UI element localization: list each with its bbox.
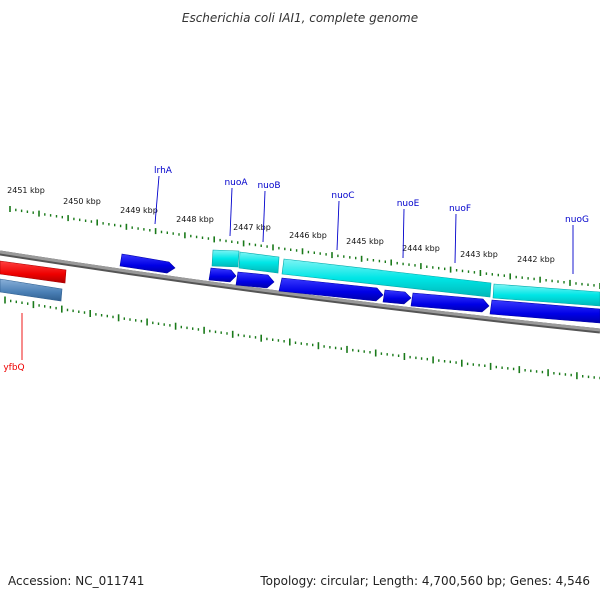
gene-leader-line — [229, 187, 233, 237]
gene-leader-line — [454, 213, 457, 264]
gene-label-lrhA[interactable]: lrhA — [154, 166, 173, 176]
tick-label: 2451 kbp — [7, 186, 45, 195]
gene-red-segment[interactable] — [0, 260, 67, 284]
tick-label: 2445 kbp — [346, 237, 384, 246]
gene-label-nuoA[interactable]: nuoA — [224, 178, 248, 188]
gene-label-nuoG[interactable]: nuoG — [565, 215, 589, 225]
gene-labels: lrhA nuoA nuoB nuoC nuoE nuoF nuoG yfbQ — [3, 166, 589, 373]
tick-label: 2442 kbp — [517, 255, 555, 264]
gene-nuoA-cds[interactable] — [211, 249, 240, 268]
accession-text: Accession: NC_011741 — [8, 574, 144, 588]
tick-label: 2449 kbp — [120, 206, 158, 215]
gene-nuoB[interactable] — [235, 271, 275, 289]
gene-yfbQ[interactable] — [0, 278, 63, 302]
gene-nuoC[interactable] — [278, 277, 384, 302]
gene-label-nuoB[interactable]: nuoB — [257, 181, 280, 191]
gene-nuoC-F-cds[interactable] — [281, 258, 492, 298]
gene-leader-line — [262, 190, 266, 243]
gene-nuoA[interactable] — [208, 267, 237, 283]
summary-text: Topology: circular; Length: 4,700,560 bp… — [259, 574, 590, 588]
gene-label-nuoE[interactable]: nuoE — [397, 199, 420, 209]
tick-label: 2444 kbp — [402, 244, 440, 253]
tick-label: 2450 kbp — [63, 197, 101, 206]
gene-label-nuoC[interactable]: nuoC — [331, 191, 354, 201]
gene-nuoG[interactable] — [489, 299, 600, 324]
gene-leader-line — [154, 175, 160, 225]
gene-lrhA[interactable] — [119, 253, 176, 274]
gene-label-yfbQ[interactable]: yfbQ — [3, 363, 24, 373]
tick-label: 2448 kbp — [176, 215, 214, 224]
gene-nuoE[interactable] — [382, 289, 412, 305]
genome-backbone — [0, 250, 600, 332]
gene-label-nuoF[interactable]: nuoF — [449, 204, 471, 214]
tick-label: 2446 kbp — [289, 231, 327, 240]
gene-nuoB-cds[interactable] — [238, 251, 280, 274]
inner-tick-ring — [4, 296, 600, 380]
tick-labels: 2451 kbp 2450 kbp 2449 kbp 2448 kbp 2447 kbp… — [7, 186, 555, 264]
map-title: Escherichia coli IAI1, complete genome — [182, 11, 418, 25]
gene-nuoG-cds[interactable] — [492, 283, 600, 307]
outer-tick-ring — [9, 206, 600, 289]
gene-leader-line — [336, 200, 340, 251]
gene-nuoF[interactable] — [410, 292, 490, 313]
gene-leader-line — [402, 208, 405, 259]
tick-label: 2443 kbp — [460, 250, 498, 259]
tick-label: 2447 kbp — [233, 223, 271, 232]
